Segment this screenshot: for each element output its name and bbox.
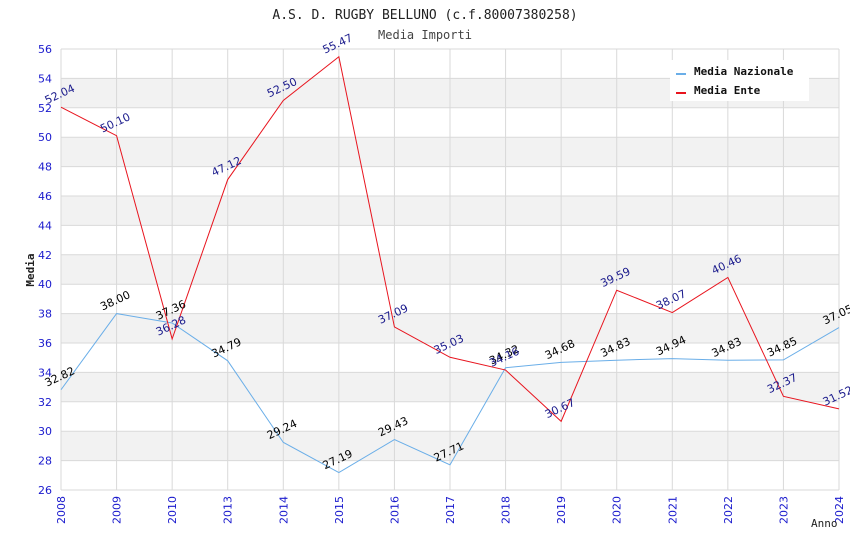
y-tick-label: 36 <box>38 337 52 350</box>
y-tick-label: 42 <box>38 249 52 262</box>
x-tick-label: 2013 <box>222 496 235 524</box>
x-tick-label: 2024 <box>833 496 846 524</box>
x-tick-label: 2009 <box>111 496 124 524</box>
x-tick-label: 2017 <box>444 496 457 524</box>
y-tick-label: 50 <box>38 131 52 144</box>
x-tick-label: 2018 <box>500 496 513 524</box>
legend-box <box>670 60 809 101</box>
x-tick-label: 2019 <box>555 496 568 524</box>
x-tick-label: 2015 <box>333 496 346 524</box>
y-axis-ticks: 26 28 30 32 34 36 38 40 42 44 46 48 50 52 54 56 <box>38 43 52 497</box>
y-tick-label: 40 <box>38 278 52 291</box>
x-axis-ticks: 2008 2009 2010 2013 2014 2015 2016 2017 2018 2019… <box>55 496 846 524</box>
y-tick-label: 52 <box>38 102 52 115</box>
x-tick-label: 2023 <box>777 496 790 524</box>
series-lines <box>60 55 840 474</box>
grid-lines <box>60 48 840 491</box>
y-axis-label: Media <box>24 253 37 286</box>
y-tick-label: 26 <box>38 484 52 497</box>
x-tick-label: 2010 <box>166 496 179 524</box>
y-tick-label: 32 <box>38 396 52 409</box>
chart-title: A.S. D. RUGBY BELLUNO (c.f.80007380258) <box>272 8 577 23</box>
chart-subtitle: Media Importi <box>378 28 472 42</box>
y-tick-label: 44 <box>38 219 52 232</box>
y-tick-label: 46 <box>38 190 52 203</box>
series-line <box>60 55 840 423</box>
x-tick-label: 2021 <box>666 496 679 524</box>
x-axis-label: Anno <box>811 517 838 530</box>
legend-label: Media Ente <box>694 84 761 97</box>
y-tick-label: 56 <box>38 43 52 56</box>
y-tick-label: 48 <box>38 161 52 174</box>
series-line <box>60 313 840 474</box>
x-tick-label: 2014 <box>277 496 290 524</box>
x-tick-label: 2008 <box>55 496 68 524</box>
y-tick-label: 28 <box>38 455 52 468</box>
y-tick-label: 54 <box>38 72 52 85</box>
x-tick-label: 2016 <box>388 496 401 524</box>
x-tick-label: 2022 <box>722 496 735 524</box>
x-tick-label: 2020 <box>611 496 624 524</box>
y-tick-label: 38 <box>38 308 52 321</box>
legend-label: Media Nazionale <box>694 65 794 78</box>
y-tick-label: 34 <box>38 366 52 379</box>
legend: Media Nazionale Media Ente <box>670 60 809 101</box>
y-tick-label: 30 <box>38 425 52 438</box>
